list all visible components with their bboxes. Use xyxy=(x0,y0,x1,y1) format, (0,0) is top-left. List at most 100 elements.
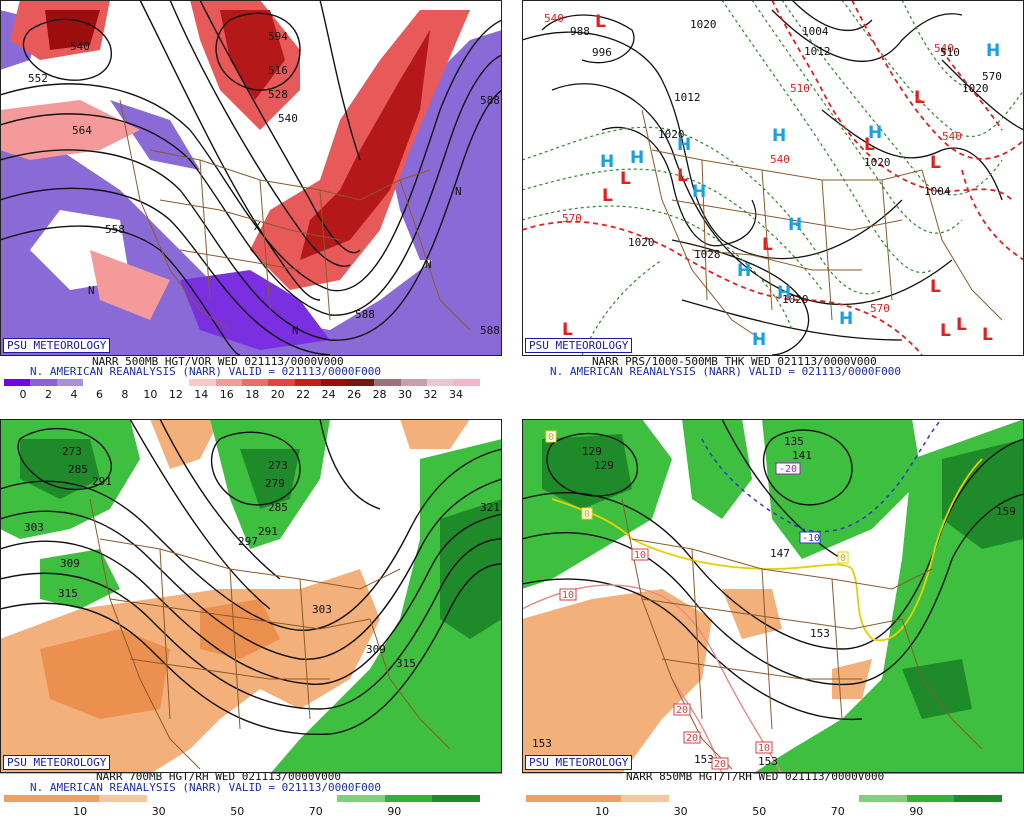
contour-label: 564 xyxy=(72,124,92,137)
psu-meteorology-badge: PSU METEOROLOGY xyxy=(525,338,633,353)
temp-label: 10 xyxy=(562,590,574,601)
contour-label: 1012 xyxy=(674,91,701,104)
scale-swatch xyxy=(289,795,338,802)
scale-tick-label: 20 xyxy=(270,388,285,401)
scale-swatch xyxy=(83,379,110,386)
scale-swatch xyxy=(668,795,717,802)
low-pressure-marker: L xyxy=(602,186,613,206)
contour-label: X xyxy=(254,220,261,233)
map-thickness: 540 988 996 1004 1012 1020 1020 1012 102… xyxy=(522,0,1024,355)
contour-label: 540 xyxy=(70,40,90,53)
scale-swatch xyxy=(763,795,812,802)
scale-tick-label: 50 xyxy=(230,805,245,818)
contour-label: 510 xyxy=(790,82,810,95)
contour-label: 291 xyxy=(258,525,278,538)
scale-tick-label: 30 xyxy=(151,805,166,818)
contour-label: 159 xyxy=(996,505,1016,518)
contour-label: 588 xyxy=(480,324,500,337)
contour-label: N xyxy=(455,185,462,198)
scale-swatch xyxy=(347,379,375,386)
scale-swatch xyxy=(432,795,480,802)
contour-label: 297 xyxy=(238,535,258,548)
map-700mb: 273 285 291 303 309 315 279 273 285 291 … xyxy=(0,419,502,774)
scale-tick-label: 22 xyxy=(296,388,311,401)
contour-label: 552 xyxy=(28,72,48,85)
temp-label: 20 xyxy=(686,733,698,744)
rh-color-scale xyxy=(526,795,1002,802)
scale-tick-label: 90 xyxy=(387,805,402,818)
panel-title-line1: NARR PRS/1000-500MB THK WED 021113/0000V… xyxy=(592,355,877,368)
scale-swatch xyxy=(716,795,764,802)
contour-label: 1004 xyxy=(924,185,951,198)
contour-label: 540 xyxy=(770,153,790,166)
contour-label: 570 xyxy=(870,302,890,315)
map-850mb: 129 129 153 153 153 159 147 141 135 153 … xyxy=(522,419,1024,774)
scale-tick-label: 16 xyxy=(219,388,234,401)
contour-label: 516 xyxy=(268,64,288,77)
contour-label: 1004 xyxy=(802,25,829,38)
temp-label: 0 xyxy=(548,432,554,443)
scale-tick-label: 90 xyxy=(909,805,924,818)
low-pressure-marker: L xyxy=(956,315,967,335)
contour-label: N xyxy=(88,284,95,297)
scale-swatch xyxy=(241,379,269,386)
contour-label: 1012 xyxy=(804,45,831,58)
contour-label: 279 xyxy=(265,477,285,490)
contour-label: 540 xyxy=(934,42,954,55)
panel-title-line1: NARR 500MB HGT/VOR WED 021113/0000V000 xyxy=(92,355,344,368)
scale-swatch xyxy=(954,795,1002,802)
temp-label: -10 xyxy=(802,533,820,544)
contour-label: 988 xyxy=(570,25,590,38)
panel-700mb-rh: 273 285 291 303 309 315 279 273 285 291 … xyxy=(0,419,502,819)
contour-label: 996 xyxy=(592,46,612,59)
scale-swatch xyxy=(109,379,137,386)
contour-label: 1020 xyxy=(658,128,685,141)
scale-swatch xyxy=(859,795,907,802)
low-pressure-marker: L xyxy=(864,135,875,155)
high-pressure-marker: H xyxy=(752,330,766,350)
panel-850mb-temp-rh: 129 129 153 153 153 159 147 141 135 153 … xyxy=(522,419,1024,819)
map-700mb-svg: 273 285 291 303 309 315 279 273 285 291 … xyxy=(0,419,502,774)
panel-title-line2: N. AMERICAN REANALYSIS (NARR) VALID = 02… xyxy=(30,365,381,378)
contour-label: 570 xyxy=(562,212,582,225)
contour-label: 321 xyxy=(480,501,500,514)
low-pressure-marker: L xyxy=(677,166,688,186)
temp-label: 10 xyxy=(758,743,770,754)
high-pressure-marker: H xyxy=(986,41,1000,61)
contour-label: 315 xyxy=(58,587,78,600)
contour-label: 558 xyxy=(105,223,125,236)
scale-tick-label: 12 xyxy=(168,388,183,401)
contour-label: 540 xyxy=(278,112,298,125)
contour-label: 309 xyxy=(366,643,386,656)
contour-label: 540 xyxy=(544,12,564,25)
scale-swatch xyxy=(99,795,147,802)
panel-title-line2: N. AMERICAN REANALYSIS (NARR) VALID = 02… xyxy=(30,781,381,794)
scale-tick-label: 6 xyxy=(95,388,103,401)
contour-label: N xyxy=(425,258,432,271)
scale-swatch xyxy=(427,379,454,386)
scale-tick-label: 50 xyxy=(752,805,767,818)
scale-swatch xyxy=(51,795,100,802)
vorticity-color-scale xyxy=(4,379,480,386)
scale-tick-label: 0 xyxy=(19,388,27,401)
panel-title-line2: N. AMERICAN REANALYSIS (NARR) VALID = 02… xyxy=(550,365,901,378)
scale-swatch xyxy=(337,795,385,802)
scale-tick-label: 30 xyxy=(673,805,688,818)
scale-tick-label: 14 xyxy=(194,388,209,401)
scale-tick-label: 10 xyxy=(73,805,88,818)
map-500mb-svg: 540 552 564 588 594 516 528 540 588 558 … xyxy=(0,0,502,355)
contour-label: 141 xyxy=(792,449,812,462)
contour-label: 528 xyxy=(268,88,288,101)
scale-swatch xyxy=(811,795,860,802)
contour-label: 588 xyxy=(355,308,375,321)
scale-swatch xyxy=(4,795,52,802)
map-thickness-svg: 540 988 996 1004 1012 1020 1020 1012 102… xyxy=(522,0,1024,355)
contour-label: 153 xyxy=(810,627,830,640)
scale-swatch xyxy=(906,795,955,802)
scale-swatch xyxy=(268,379,295,386)
low-pressure-marker: L xyxy=(930,277,941,297)
rh-color-scale xyxy=(4,795,480,802)
contour-label: 153 xyxy=(694,753,714,766)
psu-meteorology-badge: PSU METEOROLOGY xyxy=(3,338,111,353)
scale-swatch xyxy=(573,795,622,802)
